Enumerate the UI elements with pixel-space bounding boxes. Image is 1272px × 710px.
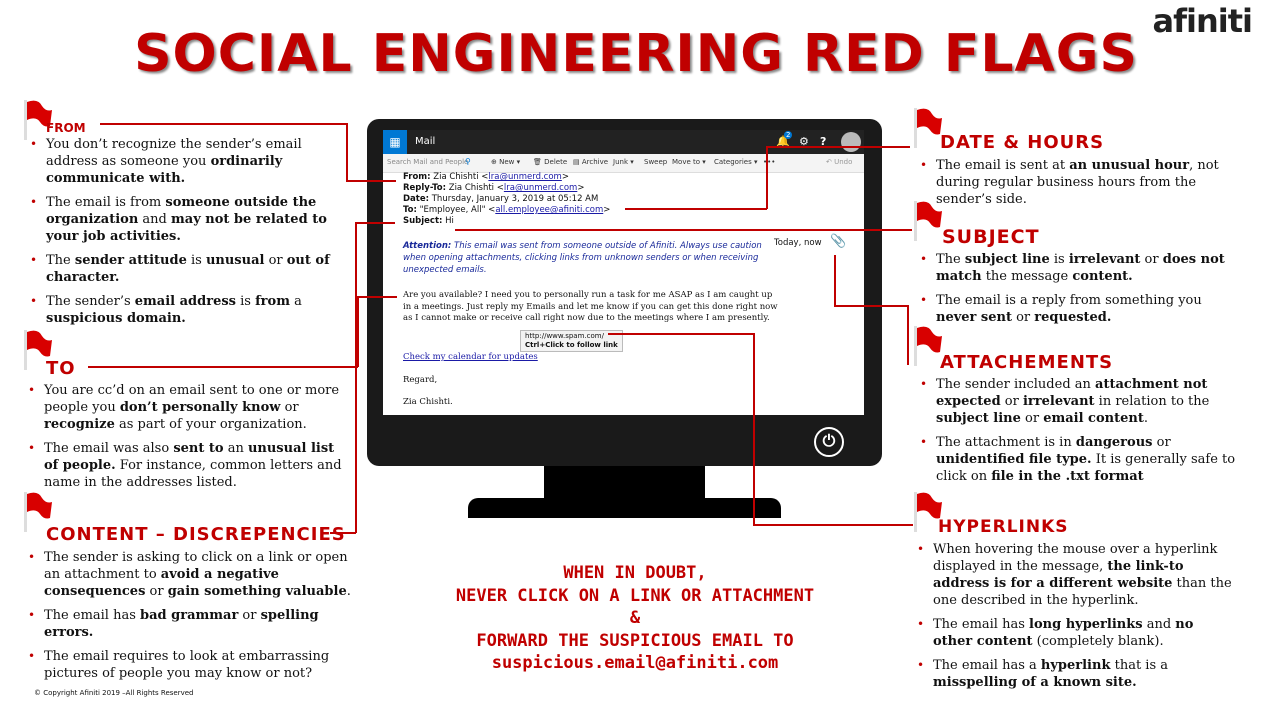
list-item: The email has bad grammar or spelling er… [26,607,351,641]
archive-button[interactable]: ▤ Archive [573,158,609,166]
connector-line [455,229,912,231]
gear-icon[interactable]: ⚙ [799,135,809,148]
list-item: You don’t recognize the sender’s email a… [28,136,333,187]
list-item: The email is from someone outside the or… [28,194,333,245]
attachment-icon[interactable]: 📎 [830,234,847,249]
connector-line [88,366,358,368]
connector-line [357,296,397,298]
call-to-action: WHEN IN DOUBT, NEVER CLICK ON A LINK OR … [400,562,870,675]
email-signature: Zia Chishti. [403,397,453,407]
connector-line [767,146,910,148]
email-regards: Regard, [403,375,438,385]
to-list: You are cc’d on an email sent to one or … [26,382,344,498]
connector-line [100,123,347,125]
connector-line [834,305,908,307]
list-item: The sender is asking to click on a link … [26,549,351,600]
list-item: The attachment is in dangerous or uniden… [918,434,1240,485]
junk-button[interactable]: Junk ▾ [613,158,634,166]
search-input[interactable]: Search Mail and People [387,158,469,166]
page-title: SOCIAL ENGINEERING RED FLAGS [134,24,1138,84]
red-flag-icon [24,100,52,140]
content-heading: CONTENT – DISCREPENCIES [46,524,346,545]
red-flag-icon [914,201,942,241]
red-flag-icon [914,108,942,148]
monitor-base [468,498,781,518]
attachments-list: The sender included an attachment not ex… [918,376,1240,492]
help-icon[interactable]: ? [820,135,827,148]
list-item: The email was also sent to an unusual li… [26,440,344,491]
avatar[interactable] [841,132,861,152]
connector-line [346,180,396,182]
connector-line [766,146,768,209]
email-screen: ▦ Mail 🔔 2 ⚙ ? Search Mail and People ⚲ … [383,130,864,415]
app-name: Mail [415,136,436,147]
reply-to-address-link[interactable]: lra@unmerd.com [503,183,578,193]
list-item: The email is sent at an unusual hour, no… [918,157,1248,208]
content-list: The sender is asking to click on a link … [26,549,351,689]
attachments-heading: ATTACHEMENTS [940,352,1114,373]
to-address-link[interactable]: all.employee@afiniti.com [495,205,604,215]
calendar-link[interactable]: Check my calendar for updates [403,352,538,362]
connector-line [346,123,348,181]
search-icon[interactable]: ⚲ [465,157,471,166]
connector-line [753,333,755,525]
afiniti-logo: afiniti [1152,2,1253,40]
more-button[interactable]: ••• [763,158,776,166]
red-flag-icon [24,492,52,532]
mail-app-bar: ▦ Mail 🔔 2 ⚙ ? [383,130,864,154]
connector-line [357,296,359,367]
subject-list: The subject line is irrelevant or does n… [918,251,1236,333]
list-item: The email has long hyperlinks and no oth… [915,616,1233,650]
list-item: The sender’s email address is from a sus… [28,293,333,327]
connector-line [355,222,357,533]
notification-badge: 2 [784,131,793,139]
date-heading: DATE & HOURS [940,132,1105,153]
mail-toolbar: Search Mail and People ⚲ ⊕ New ▾ 🗑 Delet… [383,154,864,173]
list-item: The email has a hyperlink that is a miss… [915,657,1233,691]
from-heading: FROM [46,121,86,135]
email-body: Are you available? I need you to persona… [403,290,778,323]
list-item: The sender attitude is unusual or out of… [28,252,333,286]
delete-button[interactable]: 🗑 Delete [533,158,568,166]
power-icon[interactable]: ⏻ [814,427,844,457]
move-to-button[interactable]: Move to ▾ [672,158,706,166]
red-flag-icon [914,326,942,366]
undo-button[interactable]: ↶ Undo [826,158,853,166]
new-button[interactable]: ⊕ New ▾ [491,158,521,166]
connector-line [355,222,395,224]
connector-line [907,305,909,365]
list-item: The email requires to look at embarrassi… [26,648,351,682]
list-item: The sender included an attachment not ex… [918,376,1240,427]
connector-line [608,333,754,335]
connector-line [625,208,767,210]
hyperlinks-heading: HYPERLINKS [938,517,1069,537]
list-item: When hovering the mouse over a hyperlink… [915,541,1233,609]
copyright: © Copyright Afiniti 2019 –All Rights Res… [34,689,194,697]
email-headers: From: Zia Chishti <lra@unmerd.com> Reply… [403,172,611,226]
date-list: The email is sent at an unusual hour, no… [918,157,1248,215]
list-item: The subject line is irrelevant or does n… [918,251,1236,285]
from-list: You don’t recognize the sender’s email a… [28,136,333,334]
monitor-neck [544,466,705,498]
sweep-button[interactable]: Sweep [644,158,668,166]
categories-button[interactable]: Categories ▾ [714,158,758,166]
app-launcher-icon[interactable]: ▦ [383,130,407,154]
report-email-address[interactable]: suspicious.email@afiniti.com [491,653,779,673]
link-tooltip: http://www.spam.com/ Ctrl+Click to follo… [520,330,623,352]
email-time: Today, now [774,238,822,248]
subject-heading: SUBJECT [942,226,1040,248]
connector-line [834,255,836,306]
hyperlinks-list: When hovering the mouse over a hyperlink… [915,541,1233,698]
red-flag-icon [24,330,52,370]
external-warning: Attention: This email was sent from some… [403,241,762,275]
list-item: The email is a reply from something you … [918,292,1236,326]
connector-line [330,532,356,534]
red-flag-icon [914,492,942,532]
list-item: You are cc’d on an email sent to one or … [26,382,344,433]
connector-line [753,524,913,526]
from-address-link[interactable]: lra@unmerd.com [488,172,562,182]
to-heading: TO [46,358,76,379]
